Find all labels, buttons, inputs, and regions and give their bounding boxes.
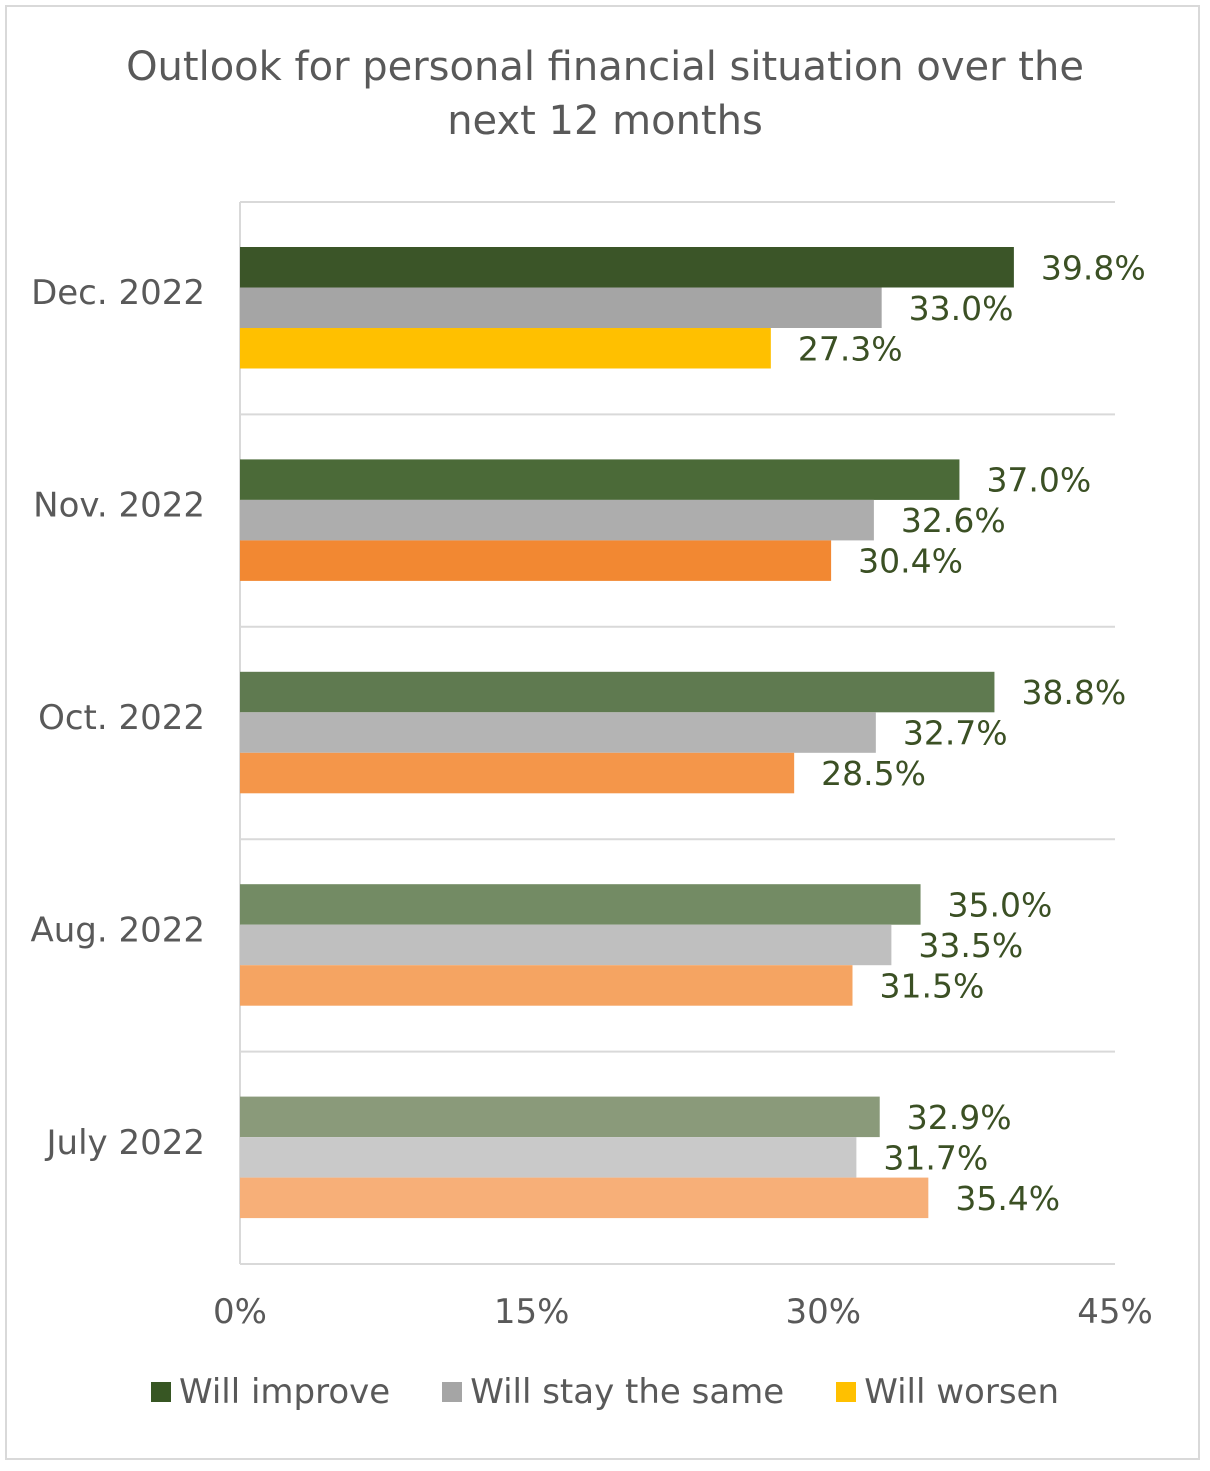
gridlines: [239, 201, 1115, 1265]
bar-will-stay-the-same-oct-2022[interactable]: [240, 712, 876, 753]
bar-will-stay-the-same-dec-2022[interactable]: [240, 287, 882, 329]
data-label-will-worsen-oct-2022: 28.5%: [821, 754, 926, 793]
data-label-will-stay-the-same-nov-2022: 32.6%: [901, 501, 1006, 540]
bar-will-worsen-oct-2022[interactable]: [240, 752, 795, 794]
data-labels: 39.8% 33.0%27.3% 37.0%32.6%30.4% 38.8% 32.7%…: [798, 248, 1146, 1218]
data-label-will-worsen-dec-2022: 27.3%: [798, 329, 903, 368]
bar-will-improve-dec-2022[interactable]: [240, 247, 1014, 288]
x-tick-label: 45%: [1077, 1292, 1153, 1332]
bar-will-improve-aug-2022[interactable]: [240, 884, 921, 925]
data-label-will-stay-the-same-july-2022: 31.7%: [883, 1138, 988, 1177]
x-tick-label: 30%: [786, 1292, 862, 1332]
data-label-will-improve-aug-2022: 35.0%: [948, 885, 1053, 924]
data-label-will-improve-nov-2022: 37.0%: [986, 461, 1091, 500]
legend-item-will-improve[interactable]: Will improve: [150, 1372, 391, 1412]
category-label-dec-2022: Dec. 2022: [31, 273, 205, 313]
bar-will-worsen-nov-2022[interactable]: [240, 540, 832, 581]
x-tick-label: 0%: [213, 1292, 267, 1332]
data-label-will-stay-the-same-oct-2022: 32.7%: [903, 714, 1008, 753]
data-label-will-stay-the-same-dec-2022: 33.0%: [909, 289, 1014, 328]
bars: [240, 247, 1014, 1219]
bar-will-stay-the-same-nov-2022[interactable]: [240, 499, 874, 541]
bar-will-improve-july-2022[interactable]: [240, 1096, 880, 1138]
data-label-will-improve-dec-2022: 39.8%: [1041, 248, 1146, 287]
legend-label: Will worsen: [864, 1372, 1060, 1412]
bar-will-worsen-aug-2022[interactable]: [240, 965, 853, 1006]
legend-label: Will improve: [178, 1372, 391, 1412]
bar-will-improve-oct-2022[interactable]: [240, 671, 995, 713]
legend-item-will-worsen[interactable]: Will worsen: [836, 1372, 1059, 1412]
chart-title-line-2: next 12 months: [447, 98, 763, 144]
data-label-will-improve-oct-2022: 38.8%: [1021, 673, 1126, 712]
legend-swatch-will-stay-the-same: [442, 1382, 463, 1402]
bar-will-stay-the-same-july-2022[interactable]: [240, 1137, 857, 1178]
legend-swatch-will-worsen: [836, 1382, 857, 1402]
legend-label: Will stay the same: [470, 1372, 785, 1412]
category-label-oct-2022: Oct. 2022: [38, 698, 205, 738]
legend-item-will-stay-the-same[interactable]: Will stay the same: [442, 1372, 784, 1412]
data-label-will-stay-the-same-aug-2022: 33.5%: [918, 926, 1023, 965]
category-label-nov-2022: Nov. 2022: [33, 486, 205, 526]
data-label-will-worsen-aug-2022: 31.5%: [880, 966, 985, 1005]
chart-title-line-1: Outlook for personal financial situation…: [126, 44, 1084, 90]
data-label-will-worsen-july-2022: 35.4%: [955, 1179, 1060, 1218]
category-label-aug-2022: Aug. 2022: [30, 910, 205, 950]
data-label-will-improve-july-2022: 32.9%: [907, 1098, 1012, 1137]
legend: Will improve Will stay the same Will wor…: [0, 1372, 1210, 1412]
legend-swatch-will-improve: [150, 1382, 171, 1402]
bar-will-stay-the-same-aug-2022[interactable]: [240, 924, 892, 966]
bar-will-improve-nov-2022[interactable]: [240, 459, 960, 500]
category-label-july-2022: July 2022: [45, 1123, 205, 1163]
chart-title: Outlook for personal financial situation…: [0, 40, 1210, 148]
category-labels: Dec. 2022 Nov. 2022 Oct. 2022 Aug. 2022 July…: [30, 273, 205, 1163]
x-axis-tick-labels: 0% 15% 30% 45%: [213, 1292, 1153, 1332]
bar-will-worsen-july-2022[interactable]: [240, 1177, 929, 1219]
bar-will-worsen-dec-2022[interactable]: [240, 328, 771, 369]
x-tick-label: 15%: [494, 1292, 570, 1332]
data-label-will-worsen-nov-2022: 30.4%: [858, 542, 963, 581]
